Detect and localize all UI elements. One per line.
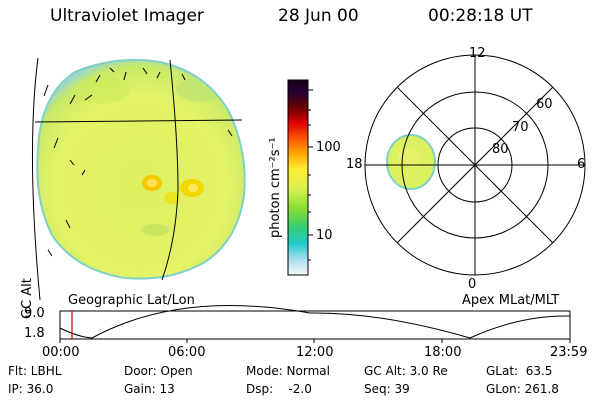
geographic-panel-label: Geographic Lat/Lon bbox=[68, 293, 195, 308]
time-label: 00:28:18 UT bbox=[428, 6, 533, 26]
altitude-tick-9: 9.0 bbox=[24, 306, 45, 321]
altitude-plot bbox=[59, 305, 571, 343]
dsp-info: Dsp: -2.0 bbox=[246, 382, 312, 396]
ip-info: IP: 36.0 bbox=[8, 382, 54, 396]
seq-info: Seq: 39 bbox=[364, 382, 410, 396]
colorbar bbox=[287, 79, 313, 276]
mlt-label-0: 0 bbox=[468, 277, 477, 292]
mlat-label-80: 80 bbox=[492, 142, 509, 157]
polar-panel-label: Apex MLat/MLT bbox=[462, 293, 560, 308]
time-tick-0000: 00:00 bbox=[42, 345, 80, 360]
mlat-label-60: 60 bbox=[536, 97, 553, 112]
glon-info: GLon: 261.8 bbox=[486, 382, 559, 396]
altitude-tick-1-8: 1.8 bbox=[24, 326, 45, 341]
date-label: 28 Jun 00 bbox=[278, 6, 359, 26]
colorbar-tick-10: 10 bbox=[316, 228, 333, 243]
glat-info: GLat: 63.5 bbox=[486, 364, 553, 378]
mlt-label-12: 12 bbox=[469, 46, 486, 61]
coastline-marks bbox=[43, 67, 233, 257]
time-tick-0600: 06:00 bbox=[168, 345, 206, 360]
gc-alt-info: GC Alt: 3.0 Re bbox=[364, 364, 448, 378]
mlat-label-70: 70 bbox=[512, 120, 529, 135]
polar-plot bbox=[364, 54, 586, 276]
mode-info: Mode: Normal bbox=[246, 364, 330, 378]
gain-info: Gain: 13 bbox=[124, 382, 175, 396]
geographic-image bbox=[31, 57, 246, 301]
time-tick-2359: 23:59 bbox=[550, 345, 588, 360]
mlt-label-6: 6 bbox=[577, 157, 586, 172]
instrument-title: Ultraviolet Imager bbox=[50, 6, 204, 26]
colorbar-tick-100: 100 bbox=[316, 140, 341, 155]
time-tick-1200: 12:00 bbox=[296, 345, 334, 360]
colorbar-unit-label: photon cm⁻²s⁻¹ bbox=[268, 137, 283, 238]
filter-info: Flt: LBHL bbox=[8, 364, 62, 378]
door-info: Door: Open bbox=[124, 364, 193, 378]
time-tick-1800: 18:00 bbox=[424, 345, 462, 360]
mlt-label-18: 18 bbox=[346, 157, 363, 172]
